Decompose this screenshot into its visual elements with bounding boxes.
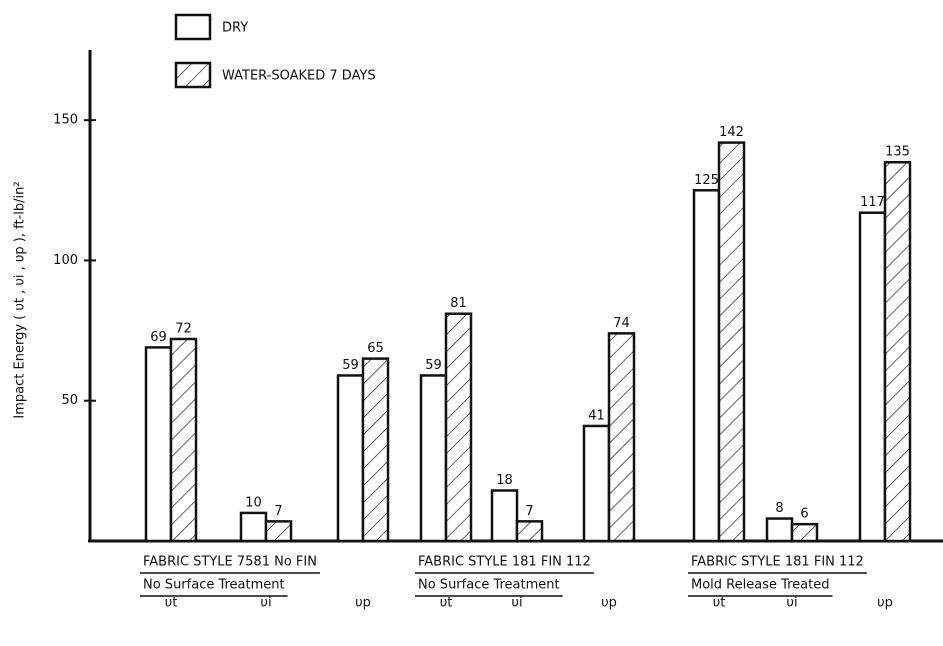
bar bbox=[336, 374, 365, 543]
bar bbox=[607, 332, 636, 543]
bar bbox=[692, 189, 721, 543]
y-axis-label: Impact Energy ( υt , υi , υp ), ft-lb/in… bbox=[13, 181, 28, 418]
group-label: FABRIC STYLE 7581 No FIN bbox=[143, 555, 317, 570]
group-label: FABRIC STYLE 181 FIN 112 bbox=[418, 555, 591, 570]
x-tick-label: υp bbox=[601, 596, 617, 611]
bar bbox=[582, 424, 611, 543]
bar bbox=[444, 312, 473, 543]
legend-label: DRY bbox=[222, 21, 248, 36]
x-tick-label: υp bbox=[877, 596, 893, 611]
group-label: FABRIC STYLE 181 FIN 112 bbox=[691, 555, 864, 570]
bar bbox=[790, 522, 819, 543]
value-label: 74 bbox=[613, 316, 630, 331]
value-label: 18 bbox=[496, 473, 513, 488]
value-label: 135 bbox=[885, 145, 910, 160]
value-label: 81 bbox=[450, 296, 467, 311]
value-label: 117 bbox=[860, 195, 885, 210]
x-tick-label: υt bbox=[165, 596, 178, 611]
value-label: 10 bbox=[245, 495, 262, 510]
x-tick-label: υi bbox=[786, 596, 797, 611]
legend-swatch bbox=[174, 13, 212, 41]
value-label: 59 bbox=[342, 358, 359, 373]
x-tick-label: υi bbox=[511, 596, 522, 611]
bar bbox=[144, 346, 173, 543]
value-label: 125 bbox=[694, 173, 719, 188]
x-tick-label: υi bbox=[260, 596, 271, 611]
legend-swatch bbox=[174, 61, 212, 89]
y-tick-label: 150 bbox=[53, 113, 78, 128]
value-label: 7 bbox=[525, 504, 533, 519]
y-tick-label: 100 bbox=[53, 253, 78, 268]
bar bbox=[239, 511, 268, 543]
value-label: 65 bbox=[367, 341, 384, 356]
x-tick-label: υt bbox=[440, 596, 453, 611]
value-label: 72 bbox=[175, 321, 192, 336]
bar bbox=[765, 517, 794, 543]
legend-label: WATER-SOAKED 7 DAYS bbox=[222, 69, 376, 84]
bar bbox=[858, 211, 887, 543]
bar bbox=[717, 141, 746, 543]
x-tick-label: υp bbox=[355, 596, 371, 611]
value-label: 142 bbox=[719, 125, 744, 140]
bar bbox=[361, 357, 390, 543]
value-label: 41 bbox=[588, 408, 605, 423]
bar bbox=[419, 374, 448, 543]
y-tick-label: 50 bbox=[61, 393, 78, 408]
bar bbox=[515, 520, 544, 543]
bar bbox=[169, 337, 198, 543]
value-label: 69 bbox=[150, 330, 167, 345]
bar bbox=[264, 520, 293, 543]
x-tick-label: υt bbox=[713, 596, 726, 611]
value-label: 7 bbox=[274, 504, 282, 519]
bar bbox=[490, 489, 519, 543]
group-treatment: No Surface Treatment bbox=[418, 578, 560, 593]
group-treatment: Mold Release Treated bbox=[691, 578, 830, 593]
value-label: 6 bbox=[800, 507, 808, 522]
value-label: 8 bbox=[775, 501, 783, 516]
group-treatment: No Surface Treatment bbox=[143, 578, 285, 593]
bar bbox=[883, 160, 912, 543]
value-label: 59 bbox=[425, 358, 442, 373]
